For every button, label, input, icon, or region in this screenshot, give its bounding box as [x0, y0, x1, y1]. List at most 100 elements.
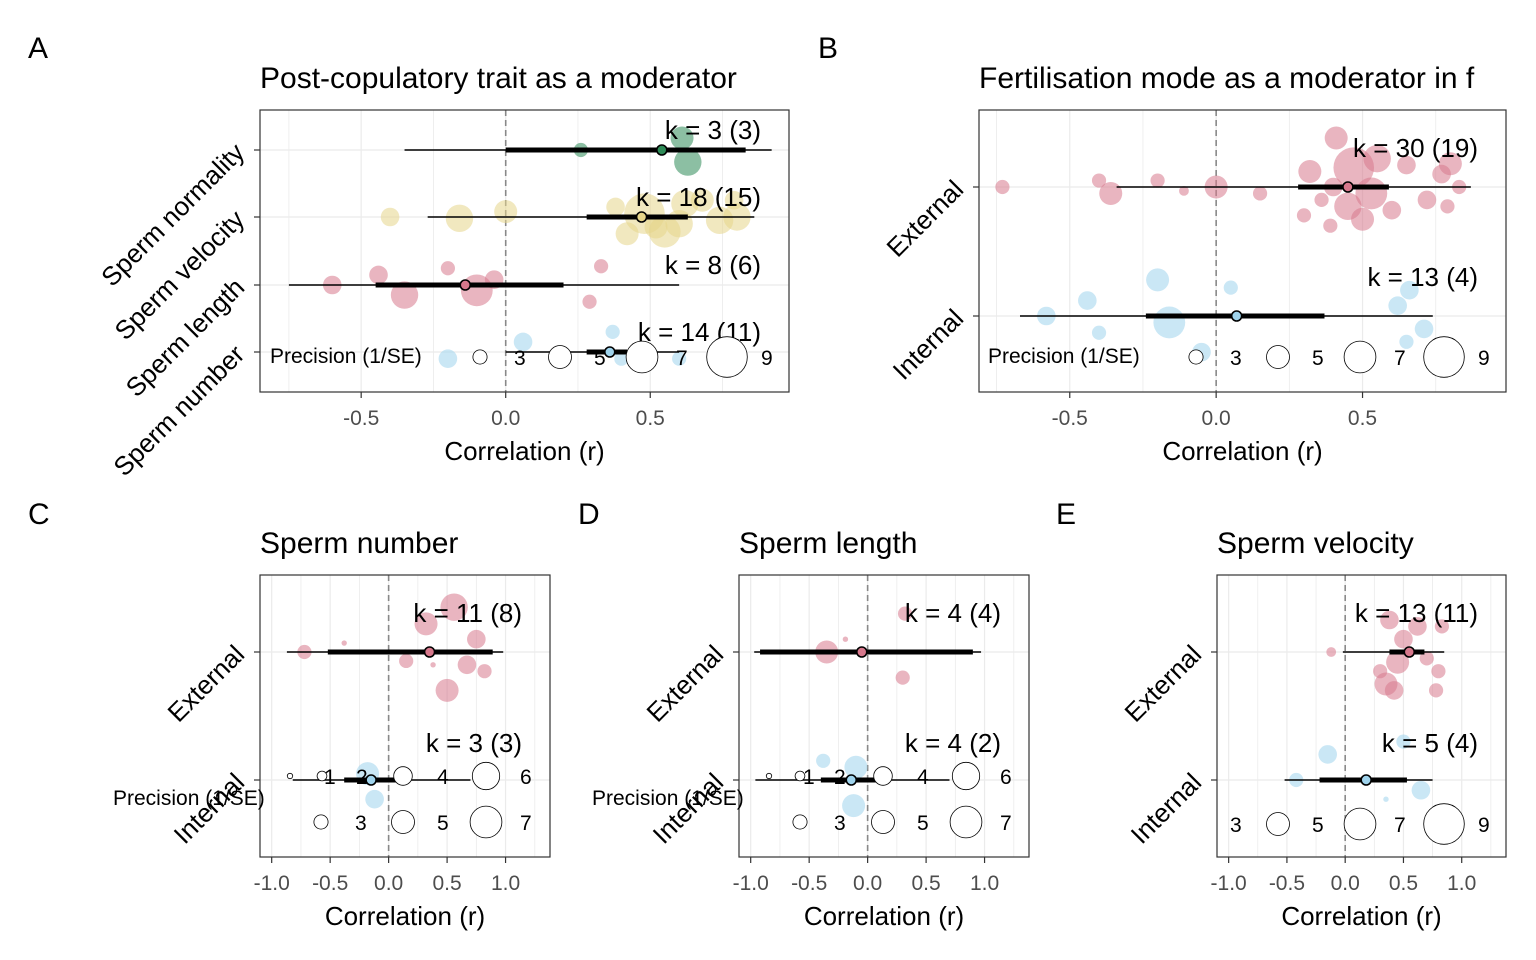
- legend-key-circle: [469, 805, 503, 839]
- x-tick-label: -1.0: [254, 872, 290, 895]
- legend-key-label: 3: [1230, 814, 1242, 837]
- effect-size-point: [670, 126, 694, 150]
- effect-size-point: [430, 662, 436, 668]
- x-axis-label: Correlation (r): [1162, 436, 1322, 466]
- effect-size-point: [1150, 173, 1165, 188]
- effect-size-point: [1298, 160, 1322, 184]
- k-label: k = 13 (11): [1355, 598, 1478, 628]
- legend-key-label: 3: [834, 812, 846, 835]
- effect-size-point: [1386, 650, 1410, 674]
- legend-key-circle: [472, 349, 488, 365]
- legend-key-circle: [1266, 812, 1290, 836]
- effect-size-point: [477, 664, 492, 679]
- x-tick-label: 0.5: [1389, 872, 1418, 895]
- legend-key-label: 5: [437, 812, 449, 835]
- legend-key-circle: [316, 770, 328, 782]
- effect-size-point: [1355, 177, 1388, 210]
- legend-key-circle: [873, 766, 893, 786]
- legend-key-label: 7: [1394, 347, 1406, 370]
- legend-key-label: 5: [917, 812, 929, 835]
- effect-size-point: [724, 190, 744, 210]
- x-tick-label: -0.5: [791, 872, 827, 895]
- effect-size-point: [897, 606, 913, 621]
- legend-key-label: 5: [594, 347, 606, 370]
- effect-size-point: [457, 655, 477, 675]
- legend-key-label: 7: [520, 812, 532, 835]
- overall-mean-marker: [656, 144, 668, 156]
- effect-size-point: [1252, 186, 1268, 201]
- panel-letter: C: [28, 498, 50, 531]
- x-tick-label: 1.0: [1447, 872, 1476, 895]
- effect-size-point: [1440, 199, 1455, 214]
- effect-size-point: [1153, 306, 1186, 339]
- panel-a: A Post-copulatory trait as a moderator k =…: [28, 32, 790, 482]
- legend-key-circle: [391, 810, 415, 834]
- k-label: k = 8 (6): [665, 250, 761, 280]
- precision-legend: Precision (1/SE) 3 5 7 9: [270, 336, 773, 378]
- overall-mean-marker: [855, 646, 868, 658]
- legend-key-circle: [1188, 349, 1204, 365]
- plot-background: [979, 110, 1506, 392]
- plot-border: [1216, 574, 1507, 858]
- legend-key-label: 6: [1000, 766, 1012, 789]
- legend-title: Precision (1/SE): [592, 787, 744, 810]
- legend-title: Precision (1/SE): [988, 345, 1140, 368]
- chart-title: Sperm length: [739, 527, 917, 560]
- effect-size-point: [614, 351, 629, 366]
- x-tick-label: 0.5: [432, 872, 461, 895]
- x-tick-label: 1.0: [491, 872, 520, 895]
- legend-key-circle: [1266, 345, 1290, 369]
- legend-key-circle: [1423, 336, 1465, 378]
- effect-size-point: [674, 148, 702, 176]
- effect-size-point: [1384, 681, 1404, 700]
- k-label: k = 13 (4): [1367, 262, 1478, 292]
- effect-size-point: [1388, 296, 1407, 315]
- effect-size-point: [1438, 152, 1462, 176]
- effect-size-point: [1324, 126, 1348, 150]
- legend-key-label: 3: [355, 812, 367, 835]
- effect-size-point: [1408, 617, 1427, 636]
- effect-size-point: [390, 281, 419, 309]
- x-tick-label: 0.0: [491, 407, 520, 430]
- legend-key-circle: [1343, 340, 1377, 374]
- legend-key-circle: [393, 766, 413, 786]
- x-tick-label: 0.5: [636, 407, 665, 430]
- plot-border: [738, 574, 1030, 858]
- legend-key-circle: [792, 814, 808, 830]
- effect-size-point: [644, 215, 668, 239]
- plot-area: k = 4 (4) k = 4 (2) 1 2 4 6 3 5 7: [739, 575, 1029, 857]
- legend-key-label: 7: [1000, 812, 1012, 835]
- effect-size-point: [399, 653, 414, 669]
- effect-size-point: [1223, 280, 1238, 295]
- effect-size-point: [1179, 185, 1189, 196]
- legend-key-circle: [471, 761, 501, 791]
- x-axis-label: Correlation (r): [1281, 901, 1441, 931]
- effect-size-point: [440, 593, 468, 621]
- effect-size-point: [445, 204, 474, 233]
- effect-size-point: [1399, 334, 1414, 349]
- overall-mean-marker: [635, 211, 648, 223]
- x-tick-label: 0.0: [374, 872, 403, 895]
- overall-mean-marker: [1403, 646, 1416, 658]
- x-tick-label: -1.0: [1211, 872, 1247, 895]
- legend-key-circle: [706, 336, 748, 378]
- plot-border: [259, 574, 551, 858]
- effect-size-point: [1091, 325, 1107, 340]
- effect-size-point: [513, 332, 533, 352]
- effect-size-point: [1411, 780, 1431, 800]
- k-label: k = 30 (19): [1353, 133, 1478, 163]
- effect-size-point: [1431, 664, 1446, 679]
- effect-size-point: [1323, 218, 1338, 233]
- legend-key-circle: [871, 810, 895, 834]
- overall-mean-marker: [845, 774, 858, 786]
- legend-key-label: 1: [324, 766, 336, 789]
- x-tick-label: 0.0: [853, 872, 882, 895]
- x-axis-label: Correlation (r): [444, 436, 604, 466]
- effect-size-point: [844, 755, 868, 779]
- legend-key-label: 7: [1394, 814, 1406, 837]
- effect-size-point: [440, 261, 455, 276]
- effect-size-point: [690, 188, 714, 212]
- effect-size-point: [341, 640, 347, 646]
- plot-background: [739, 575, 1029, 857]
